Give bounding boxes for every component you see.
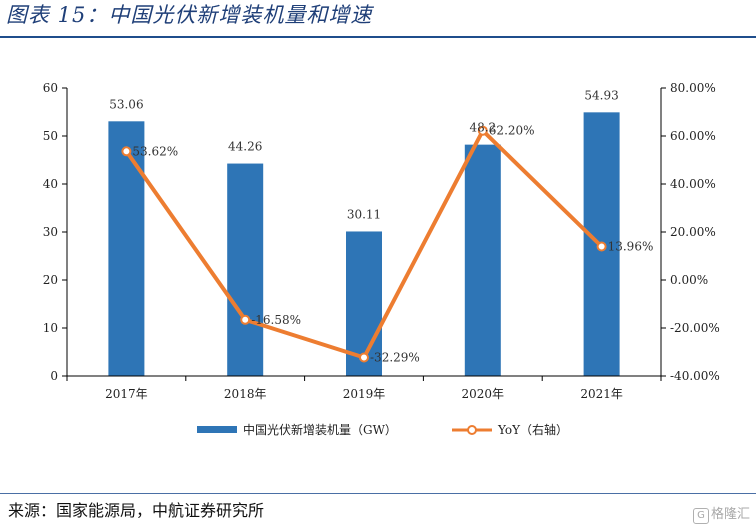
- yoy-point: [359, 352, 369, 363]
- watermark-text: 格隆汇: [710, 507, 750, 522]
- bar-data-label: 30.11: [347, 207, 381, 221]
- yoy-data-label: 13.96%: [608, 239, 654, 253]
- y-right-tick-label: 60.00%: [670, 129, 716, 143]
- yoy-data-label: -16.58%: [251, 313, 301, 327]
- figure-title: 图表 15：中国光伏新增装机量和增速: [6, 3, 373, 27]
- source-rule: [0, 493, 756, 494]
- bar: [108, 121, 145, 376]
- bar: [464, 144, 501, 376]
- watermark-logo-icon: G: [692, 508, 709, 524]
- y-right-tick-label: 80.00%: [670, 81, 716, 95]
- x-tick-label: 2021年: [580, 387, 623, 401]
- bar-data-label: 48.2: [469, 121, 496, 135]
- y-right-tick-label: -20.00%: [670, 321, 720, 335]
- y-left-tick-label: 60: [43, 81, 58, 95]
- yoy-point: [240, 314, 251, 325]
- watermark: G 格隆汇: [692, 503, 750, 524]
- y-left-tick-label: 0: [50, 369, 58, 383]
- bar-data-label: 53.06: [109, 97, 143, 111]
- legend-bar-label: 中国光伏新增装机量（GW）: [243, 422, 397, 437]
- y-right-tick-label: 20.00%: [670, 225, 716, 239]
- yoy-data-label: 53.62%: [132, 144, 178, 158]
- legend-bar-swatch: [197, 426, 237, 433]
- bar-data-label: 44.26: [228, 140, 262, 154]
- bar: [227, 163, 264, 376]
- title-rule: [0, 36, 756, 38]
- legend-line-label: YoY（右轴）: [497, 422, 568, 437]
- y-left-tick-label: 30: [43, 225, 58, 239]
- legend-line-marker: [467, 425, 477, 435]
- y-right-tick-label: 0.00%: [670, 273, 708, 287]
- y-right-tick-label: -40.00%: [670, 369, 720, 383]
- y-left-tick-label: 40: [43, 177, 58, 191]
- yoy-data-label: 62.20%: [489, 124, 535, 138]
- y-left-tick-label: 50: [43, 129, 58, 143]
- x-tick-label: 2020年: [462, 387, 505, 401]
- y-left-tick-label: 20: [43, 273, 58, 287]
- y-left-tick-label: 10: [43, 321, 58, 335]
- chart: 0 10 20 30 40 50 60 -40.00% -20.00% 0.00% 20.00% 40…: [43, 81, 720, 437]
- yoy-point: [477, 125, 488, 136]
- source-note: 来源：国家能源局，中航证券研究所: [8, 501, 265, 520]
- yoy-point: [121, 146, 132, 157]
- x-tick-label: 2019年: [343, 387, 386, 401]
- bar-data-label: 54.93: [584, 88, 618, 102]
- x-tick-label: 2017年: [105, 387, 148, 401]
- x-tick-label: 2018年: [224, 387, 267, 401]
- yoy-point: [596, 241, 607, 252]
- y-right-tick-label: 40.00%: [670, 177, 716, 191]
- legend: 中国光伏新增装机量（GW） YoY（右轴）: [197, 422, 568, 437]
- yoy-data-label: -32.29%: [370, 350, 420, 364]
